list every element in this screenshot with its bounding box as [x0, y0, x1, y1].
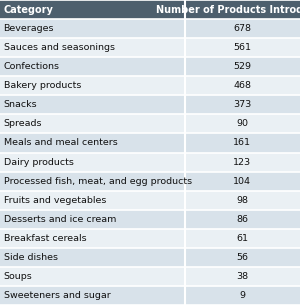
Text: Snacks: Snacks	[4, 100, 37, 109]
Bar	[0, 286, 184, 305]
Bar	[0, 76, 184, 95]
Text: Breakfast cereals: Breakfast cereals	[4, 234, 86, 243]
Text: Spreads: Spreads	[4, 119, 42, 128]
Text: Confections: Confections	[4, 62, 60, 71]
Bar	[0, 134, 184, 152]
Bar	[0, 171, 184, 191]
Bar	[184, 286, 300, 305]
Bar	[184, 76, 300, 95]
Bar	[184, 19, 300, 38]
Bar	[184, 95, 300, 114]
Bar	[184, 152, 300, 171]
Bar	[0, 248, 184, 267]
Text: 561: 561	[233, 43, 251, 52]
Text: Number of Products Introduced: Number of Products Introduced	[155, 5, 300, 15]
Text: 468: 468	[233, 81, 251, 90]
Text: 56: 56	[236, 253, 248, 262]
Text: 529: 529	[233, 62, 251, 71]
Bar	[0, 267, 184, 286]
Text: 123: 123	[233, 157, 251, 167]
Text: 9: 9	[239, 291, 245, 300]
Bar	[184, 57, 300, 76]
Text: 90: 90	[236, 119, 248, 128]
Bar	[184, 0, 300, 19]
Bar	[0, 57, 184, 76]
Bar	[0, 210, 184, 229]
Text: 104: 104	[233, 177, 251, 186]
Bar	[184, 248, 300, 267]
Bar	[0, 38, 184, 57]
Text: Sweeteners and sugar: Sweeteners and sugar	[4, 291, 110, 300]
Text: Bakery products: Bakery products	[4, 81, 81, 90]
Text: Sauces and seasonings: Sauces and seasonings	[4, 43, 115, 52]
Bar	[184, 171, 300, 191]
Bar	[0, 114, 184, 134]
Text: 161: 161	[233, 138, 251, 148]
Text: 373: 373	[233, 100, 251, 109]
Bar	[0, 152, 184, 171]
Bar	[184, 134, 300, 152]
Bar	[184, 114, 300, 134]
Text: 61: 61	[236, 234, 248, 243]
Bar	[184, 267, 300, 286]
Text: 98: 98	[236, 196, 248, 205]
Text: Meals and meal centers: Meals and meal centers	[4, 138, 117, 148]
Bar	[0, 19, 184, 38]
Bar	[0, 0, 184, 19]
Text: 38: 38	[236, 272, 248, 281]
Text: Beverages: Beverages	[4, 24, 54, 33]
Bar	[184, 38, 300, 57]
Text: 678: 678	[233, 24, 251, 33]
Text: Soups: Soups	[4, 272, 32, 281]
Text: Category: Category	[4, 5, 53, 15]
Text: Dairy products: Dairy products	[4, 157, 73, 167]
Text: Processed fish, meat, and egg products: Processed fish, meat, and egg products	[4, 177, 192, 186]
Bar	[184, 210, 300, 229]
Text: 86: 86	[236, 215, 248, 224]
Bar	[0, 191, 184, 210]
Bar	[0, 95, 184, 114]
Bar	[184, 191, 300, 210]
Bar	[184, 229, 300, 248]
Text: Fruits and vegetables: Fruits and vegetables	[4, 196, 106, 205]
Text: Desserts and ice cream: Desserts and ice cream	[4, 215, 116, 224]
Bar	[0, 229, 184, 248]
Text: Side dishes: Side dishes	[4, 253, 58, 262]
